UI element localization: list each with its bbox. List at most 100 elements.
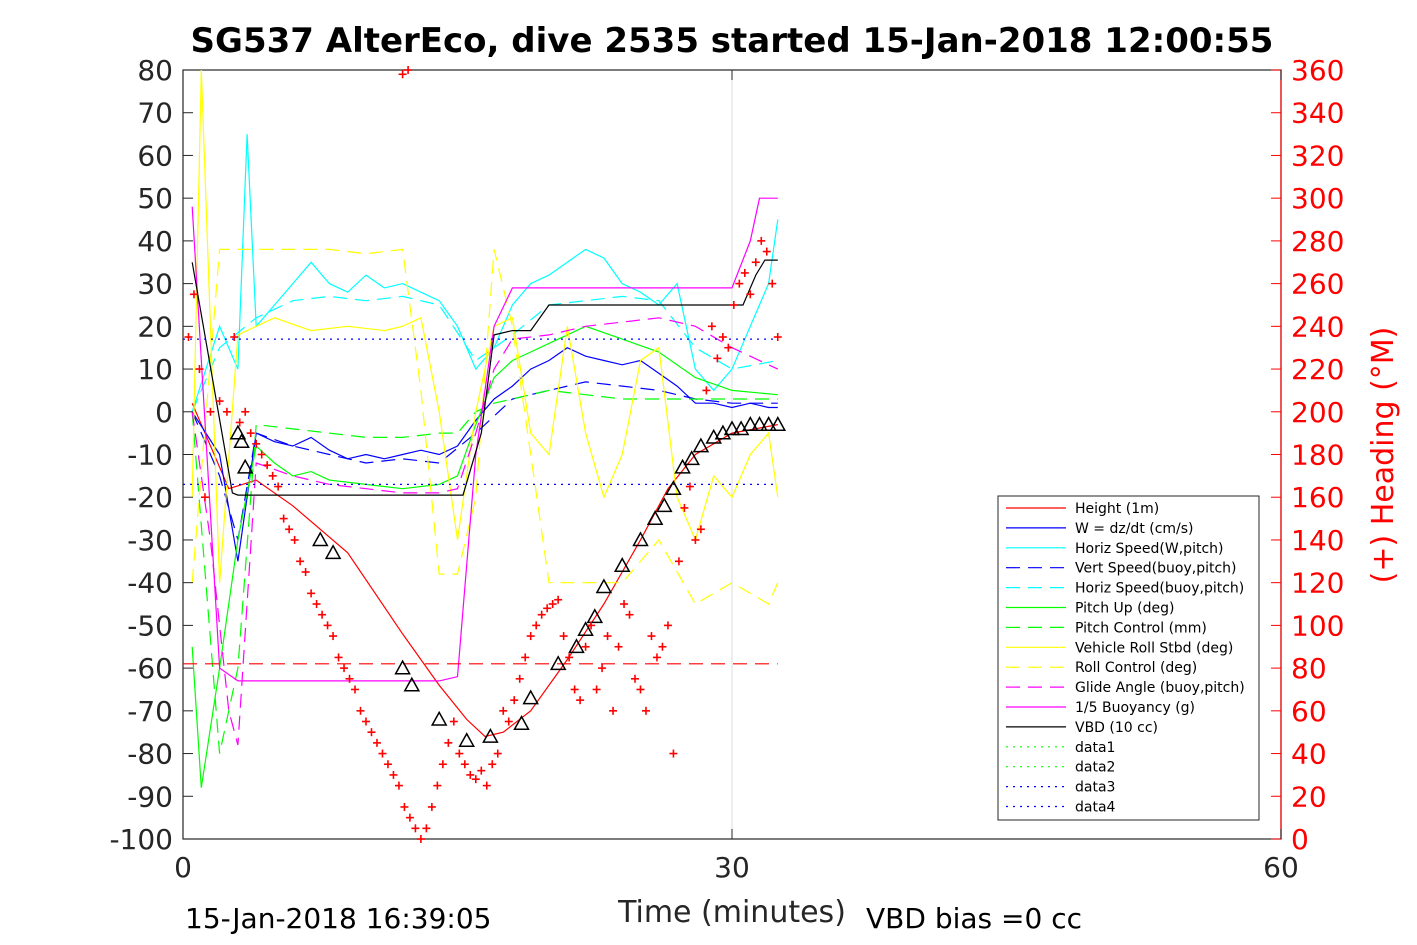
heading-point bbox=[356, 706, 365, 715]
left-tick-label: 20 bbox=[137, 310, 173, 343]
legend-label: Height (1m) bbox=[1075, 501, 1159, 517]
heading-point bbox=[488, 760, 497, 769]
right-tick-label: 40 bbox=[1291, 738, 1327, 771]
heading-point bbox=[592, 685, 601, 694]
heading-point bbox=[222, 407, 231, 416]
heading-point bbox=[587, 621, 596, 630]
heading-point bbox=[416, 835, 425, 843]
triangle-marker bbox=[577, 621, 594, 637]
left-tick-label: -70 bbox=[127, 695, 173, 728]
heading-point bbox=[521, 653, 530, 662]
heading-point bbox=[691, 535, 700, 544]
heading-point bbox=[312, 600, 321, 609]
right-tick-label: 360 bbox=[1291, 54, 1344, 87]
heading-point bbox=[290, 535, 299, 544]
triangle-marker bbox=[595, 578, 613, 594]
legend-label: 1/5 Buoyancy (g) bbox=[1075, 700, 1195, 716]
heading-point bbox=[427, 802, 436, 811]
triangle-marker bbox=[522, 689, 539, 705]
footer-timestamp: 15-Jan-2018 16:39:05 bbox=[185, 902, 491, 935]
right-tick-label: 120 bbox=[1291, 567, 1344, 600]
heading-point bbox=[510, 696, 519, 705]
heading-point bbox=[235, 418, 244, 427]
right-tick-label: 20 bbox=[1291, 780, 1327, 813]
left-tick-label: 70 bbox=[137, 97, 173, 130]
triangle-marker bbox=[683, 450, 700, 466]
heading-point bbox=[669, 749, 678, 758]
heading-point bbox=[301, 567, 310, 576]
heading-point bbox=[735, 279, 744, 288]
triangle-marker bbox=[568, 638, 585, 654]
right-tick-label: 260 bbox=[1291, 268, 1344, 301]
series-line-roll-control-deg bbox=[191, 248, 779, 605]
heading-point bbox=[603, 632, 612, 641]
heading-point bbox=[389, 770, 398, 779]
series-line-horiz-speed-buoy-pitch bbox=[191, 295, 778, 413]
left-tick-label: -40 bbox=[127, 567, 173, 600]
series-line-glide-angle-buoy-pitch bbox=[191, 317, 779, 746]
legend-label: Pitch Control (mm) bbox=[1075, 620, 1207, 636]
left-tick-label: -30 bbox=[127, 524, 173, 557]
heading-point bbox=[609, 706, 618, 715]
heading-point bbox=[713, 354, 722, 363]
triangle-marker bbox=[233, 433, 250, 449]
triangle-marker bbox=[312, 531, 329, 547]
series-line-vert-speed-buoy-pitch bbox=[191, 381, 778, 541]
heading-point bbox=[658, 642, 667, 651]
legend-items: Height (1m) W = dz/dt (cm/s) Horiz Speed(W… bbox=[1006, 501, 1245, 816]
heading-point bbox=[702, 386, 711, 395]
heading-point bbox=[351, 685, 360, 694]
x-tick-label: 30 bbox=[714, 851, 750, 884]
heading-point bbox=[400, 802, 409, 811]
heading-point bbox=[471, 775, 480, 784]
heading-point bbox=[279, 514, 288, 523]
legend-box bbox=[997, 495, 1260, 821]
triangle-marker bbox=[613, 557, 631, 572]
triangle-marker bbox=[513, 715, 530, 731]
heading-point bbox=[246, 429, 255, 438]
heading-point bbox=[757, 236, 766, 245]
right-tick-label: 160 bbox=[1291, 481, 1344, 514]
series-line-1-5-buoyancy-g bbox=[191, 197, 778, 682]
triangle-marker bbox=[632, 531, 649, 547]
left-tick-label: -90 bbox=[127, 780, 173, 813]
heading-point bbox=[274, 482, 283, 491]
left-tick-label: 50 bbox=[137, 182, 173, 215]
triangle-marker bbox=[458, 732, 475, 748]
legend-label: data2 bbox=[1075, 760, 1115, 776]
right-tick-label: 100 bbox=[1291, 609, 1344, 642]
heading-point bbox=[598, 664, 607, 673]
left-tick-label: -50 bbox=[127, 609, 173, 642]
heading-point bbox=[724, 343, 733, 352]
heading-point bbox=[631, 674, 640, 683]
heading-point bbox=[206, 407, 215, 416]
heading-point bbox=[367, 728, 376, 737]
triangle-marker bbox=[403, 676, 421, 692]
heading-point bbox=[340, 664, 349, 673]
legend-label: Vehicle Roll Stbd (deg) bbox=[1075, 640, 1233, 656]
markers-layer bbox=[184, 66, 787, 843]
heading-point bbox=[252, 439, 261, 448]
heading-point bbox=[729, 300, 738, 309]
triangle-marker bbox=[674, 458, 691, 474]
triangle-marker bbox=[586, 608, 604, 624]
right-tick-label: 200 bbox=[1291, 396, 1344, 429]
left-tick-label: 40 bbox=[137, 225, 173, 258]
heading-point bbox=[296, 557, 305, 566]
legend: Height (1m) W = dz/dt (cm/s) Horiz Speed(W… bbox=[997, 495, 1260, 821]
heading-point bbox=[383, 760, 392, 769]
right-tick-label: 0 bbox=[1291, 823, 1309, 856]
heading-point bbox=[674, 557, 683, 566]
left-tick-label: 0 bbox=[155, 396, 173, 429]
heading-point bbox=[411, 824, 420, 833]
triangle-marker bbox=[549, 655, 567, 671]
heading-point bbox=[647, 632, 656, 641]
triangle-marker bbox=[430, 710, 448, 726]
triangle-marker bbox=[723, 420, 741, 436]
heading-point bbox=[230, 333, 239, 342]
left-tick-label: -60 bbox=[127, 652, 173, 685]
heading-point bbox=[422, 824, 431, 833]
heading-point bbox=[345, 674, 354, 683]
x-axis-label: Time (minutes) bbox=[617, 895, 846, 930]
